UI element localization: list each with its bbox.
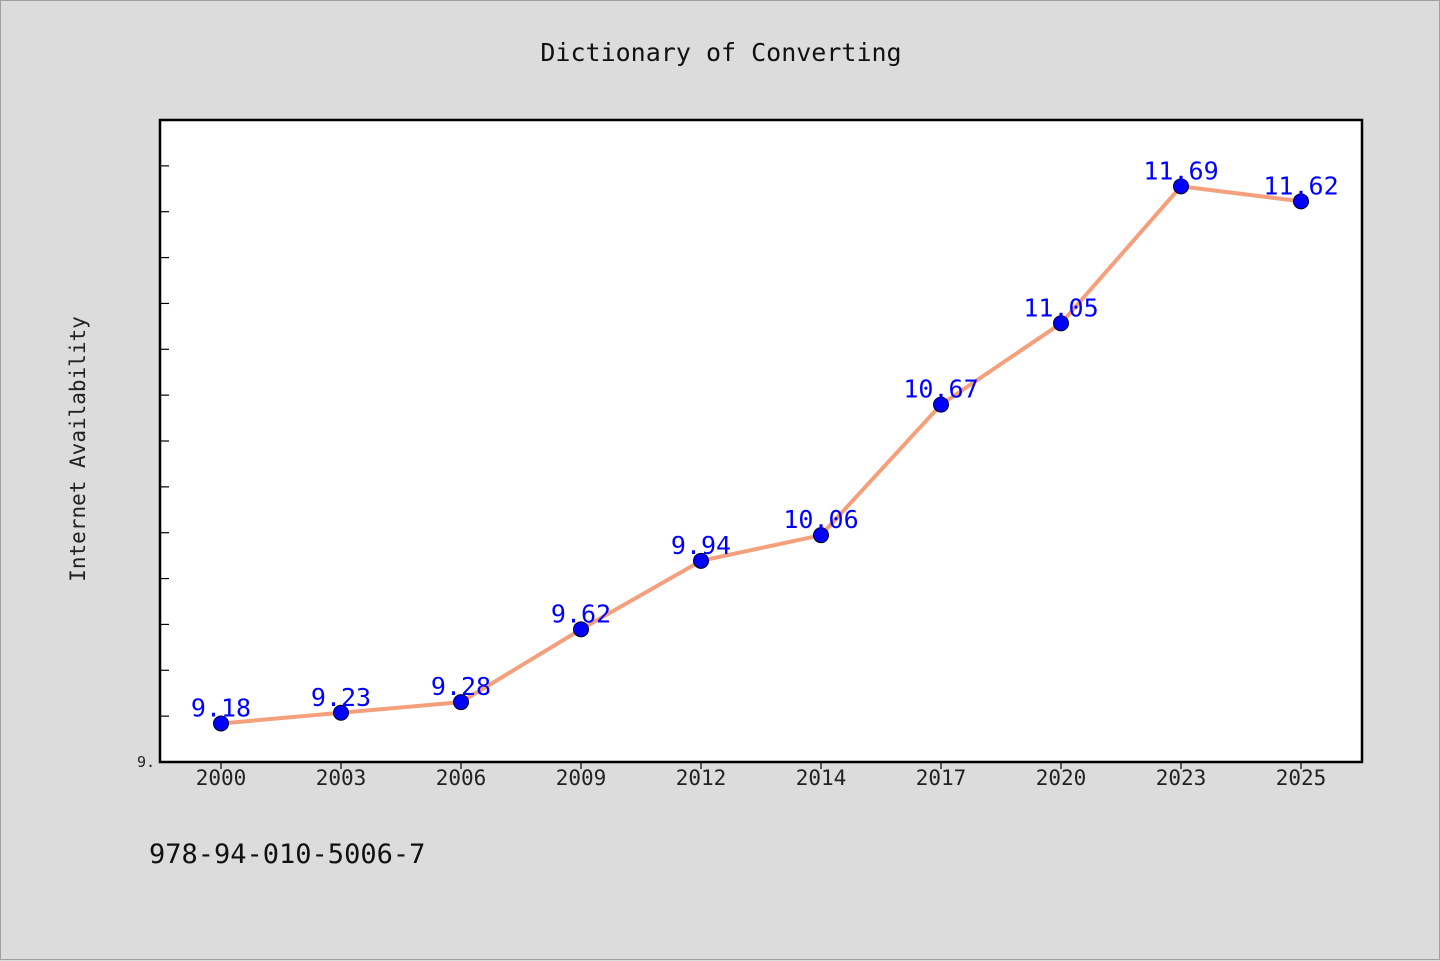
x-tick-label: 2023	[1156, 766, 1207, 790]
data-label: 11.05	[1023, 293, 1098, 322]
y-axis-minor-ticks	[160, 119, 169, 717]
x-tick-label: 2003	[316, 766, 367, 790]
data-label: 11.62	[1263, 171, 1338, 200]
x-tick-label: 2012	[676, 766, 727, 790]
data-point	[1053, 315, 1069, 332]
x-tick-label: 2000	[196, 766, 247, 790]
data-point	[333, 704, 349, 721]
data-point	[1293, 193, 1309, 210]
data-markers	[213, 178, 1309, 732]
series-line-group	[220, 184, 1302, 726]
data-label: 9.18	[191, 693, 251, 722]
plot-area	[158, 118, 1364, 764]
x-tick-label: 2014	[796, 766, 847, 790]
data-point	[573, 621, 589, 638]
data-labels: 9.18 9.23 9.28 9.62 9.94 10.06 10.67 11.05 11.69…	[191, 156, 1339, 722]
data-point	[693, 552, 709, 569]
data-label: 9.23	[311, 683, 371, 712]
data-label: 11.69	[1143, 156, 1218, 185]
data-label: 9.94	[671, 531, 731, 560]
y-axis-label: Internet Availability	[66, 316, 90, 582]
y-tick-label: 9.	[137, 753, 155, 771]
isbn-footer: 978-94-010-5006-7	[149, 839, 425, 870]
data-label: 9.28	[431, 672, 491, 701]
x-axis-ticks: 2000 2003 2006 2009 2012 2014 2017 2020 2023 2025	[196, 762, 1327, 790]
data-label: 10.67	[903, 375, 978, 404]
x-tick-label: 2006	[436, 766, 487, 790]
data-label: 10.06	[783, 505, 858, 534]
data-point	[933, 396, 949, 413]
data-label: 9.62	[551, 599, 611, 628]
x-tick-label: 2020	[1036, 766, 1087, 790]
data-point	[1173, 178, 1189, 195]
data-point	[453, 694, 469, 711]
series-line	[220, 184, 1302, 726]
chart-title: Dictionary of Converting	[540, 38, 901, 67]
x-tick-label: 2009	[556, 766, 607, 790]
data-point	[813, 527, 829, 544]
x-tick-label: 2017	[916, 766, 967, 790]
x-tick-label: 2025	[1276, 766, 1327, 790]
data-point	[213, 715, 229, 732]
